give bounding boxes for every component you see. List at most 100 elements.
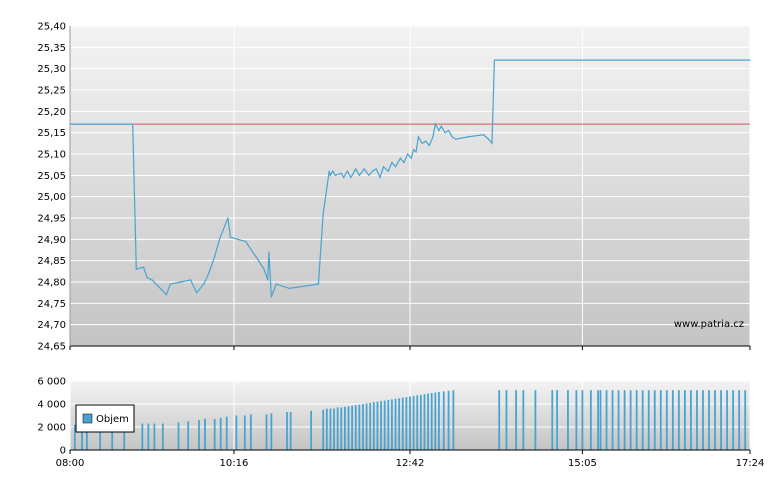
volume-bar <box>383 400 386 450</box>
price-y-tick-label: 24,90 <box>37 235 66 246</box>
volume-bar <box>427 393 429 450</box>
volume-bar <box>659 390 662 450</box>
price-point <box>263 268 265 270</box>
volume-bar <box>498 390 501 450</box>
price-point <box>267 279 269 281</box>
price-point <box>363 168 365 170</box>
price-point <box>410 157 412 159</box>
volume-bar <box>515 390 517 450</box>
price-point <box>355 168 357 170</box>
price-y-tick-label: 25,25 <box>37 86 66 97</box>
volume-bar <box>419 394 422 450</box>
volume-bar <box>522 390 525 450</box>
x-tick-label: 15:05 <box>568 458 597 469</box>
volume-bar <box>434 392 437 450</box>
volume-bar <box>647 390 650 450</box>
volume-bar <box>249 414 252 450</box>
price-point <box>227 217 229 219</box>
price-point <box>438 129 440 132</box>
price-point <box>218 238 221 240</box>
volume-bar <box>398 398 401 450</box>
price-point <box>434 123 436 125</box>
volume-bar <box>416 395 419 450</box>
volume-y-axis: 6 000 4 000 2 000 0 <box>37 377 66 457</box>
volume-y-tick-label: 0 <box>60 446 66 457</box>
price-point <box>487 138 489 140</box>
price-point <box>428 144 430 147</box>
time-axis: 08:00 10:16 12:42 15:05 17:24 <box>56 346 764 469</box>
volume-bar <box>204 418 206 450</box>
price-point <box>413 149 415 151</box>
volume-bar <box>111 424 114 450</box>
volume-bar <box>362 404 364 450</box>
volume-bar <box>177 422 180 450</box>
volume-bar <box>611 390 614 450</box>
price-point <box>180 281 182 283</box>
volume-bar <box>73 424 76 450</box>
volume-bar <box>376 401 379 450</box>
price-point <box>245 240 247 243</box>
volume-bar <box>732 390 735 450</box>
watermark: www.patria.cz <box>674 319 744 330</box>
volume-bar <box>333 408 335 450</box>
price-point <box>372 170 374 172</box>
price-point <box>132 123 134 125</box>
price-point <box>329 174 332 176</box>
price-y-tick-label: 25,00 <box>37 192 66 203</box>
volume-bar <box>597 390 599 450</box>
volume-bar <box>412 395 415 450</box>
price-point <box>350 176 352 179</box>
volume-bar <box>401 397 404 450</box>
volume-bar <box>286 412 288 450</box>
volume-bar <box>351 405 354 450</box>
price-point <box>382 166 385 168</box>
volume-bar <box>243 415 246 450</box>
volume-bar <box>683 390 686 450</box>
price-y-tick-label: 25,20 <box>37 107 66 118</box>
volume-bar <box>629 390 632 450</box>
volume-bar <box>696 390 698 450</box>
price-point <box>394 166 397 168</box>
volume-bar <box>347 406 350 450</box>
volume-bar <box>567 390 569 450</box>
volume-bar <box>219 417 222 450</box>
price-y-tick-label: 24,80 <box>37 278 66 289</box>
volume-bar <box>369 402 372 450</box>
volume-bar <box>430 393 433 450</box>
price-point <box>417 136 420 138</box>
price-point <box>189 279 192 281</box>
price-point <box>146 277 148 279</box>
volume-y-tick-label: 6 000 <box>37 377 66 388</box>
volume-bar <box>380 401 382 450</box>
volume-bar <box>720 390 722 450</box>
volume-bar <box>505 390 508 450</box>
price-point <box>159 287 162 289</box>
price-point <box>317 283 319 285</box>
price-point <box>451 136 453 138</box>
volume-bar <box>270 413 273 450</box>
volume-bar <box>671 390 674 450</box>
price-y-tick-label: 24,70 <box>37 320 66 331</box>
volume-bar <box>123 424 126 450</box>
volume-bar <box>551 390 554 450</box>
volume-bar <box>322 409 325 450</box>
price-points <box>69 59 751 298</box>
price-y-tick-label: 25,15 <box>37 128 66 139</box>
volume-bar <box>635 390 638 450</box>
volume-bar <box>405 397 408 450</box>
price-point <box>391 161 393 164</box>
x-tick-label: 10:16 <box>220 458 249 469</box>
price-point <box>322 213 324 215</box>
volume-legend: Objem <box>75 404 135 433</box>
volume-bar <box>617 390 620 450</box>
price-point <box>444 132 446 134</box>
volume-bar <box>354 405 357 450</box>
volume-bar <box>213 418 216 450</box>
volume-bar <box>81 424 83 450</box>
volume-bar <box>556 390 558 450</box>
legend-label: Objem <box>96 414 129 425</box>
price-point <box>440 125 442 127</box>
price-point <box>482 134 485 136</box>
price-point <box>275 283 277 285</box>
